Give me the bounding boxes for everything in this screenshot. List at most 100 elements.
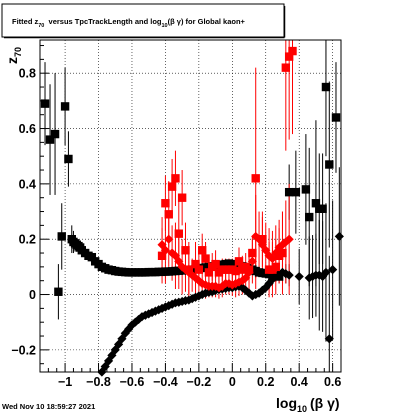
- data-point-square: [167, 182, 177, 191]
- data-point-diamond: [200, 280, 211, 290]
- y-tick-label: 0.2: [19, 233, 36, 247]
- data-point-square: [231, 266, 240, 276]
- data-point-diamond: [257, 240, 268, 250]
- data-point-diamond: [157, 303, 167, 313]
- data-point-diamond: [244, 267, 254, 277]
- data-point-square: [305, 212, 314, 222]
- data-point-diamond: [150, 306, 160, 316]
- data-point-square: [284, 52, 294, 61]
- data-point-square: [321, 82, 331, 92]
- data-point-diamond: [237, 276, 247, 286]
- data-point-diamond: [144, 309, 154, 319]
- x-tick-label: 0.4: [290, 375, 307, 389]
- data-point-square: [177, 193, 187, 202]
- y-tick-label: −0.2: [11, 343, 36, 357]
- data-point-diamond: [180, 265, 191, 275]
- x-axis-title: log10 (β γ): [276, 395, 340, 414]
- y-tick-label: 0.6: [19, 122, 36, 136]
- y-tick-labels: −0.2 0 0.2 0.4 0.6 0.8: [11, 67, 36, 358]
- data-point-diamond: [257, 285, 268, 295]
- data-point-square: [248, 248, 257, 258]
- data-point-diamond: [244, 288, 254, 298]
- x-tick-label: −0.8: [86, 375, 111, 389]
- x-tick-label: −1: [58, 375, 72, 389]
- data-point-diamond: [103, 356, 114, 366]
- data-point-diamond: [264, 251, 274, 261]
- data-point-diamond: [227, 280, 237, 290]
- data-point-diamond: [294, 271, 304, 282]
- data-point-square: [284, 187, 294, 197]
- data-point-square: [211, 259, 220, 269]
- data-point-square: [164, 210, 173, 219]
- x-tick-labels: −1 −0.8 −0.6 −0.4 −0.2 0 0.2 0.4 0.6: [58, 375, 341, 389]
- data-point-square: [60, 102, 70, 111]
- data-point-diamond: [113, 339, 124, 349]
- y-tick-label: 0.4: [19, 177, 36, 191]
- data-point-diamond: [184, 295, 194, 305]
- data-point-diamond: [237, 283, 247, 293]
- data-point-diamond: [234, 277, 244, 287]
- tick-layer: [40, 45, 342, 372]
- data-point-diamond: [164, 301, 174, 311]
- x-tick-label: −0.4: [153, 375, 178, 389]
- chart-title: Fitted z70 versus TpcTrackLength and log…: [12, 17, 246, 29]
- data-point-square: [234, 257, 244, 266]
- data-point-square: [271, 262, 280, 272]
- data-point-diamond: [267, 253, 278, 264]
- marker-layer: [40, 46, 344, 377]
- y-tick-label: 0: [29, 288, 36, 302]
- data-point-square: [171, 174, 180, 183]
- data-point-diamond: [187, 270, 197, 280]
- data-point-diamond: [130, 317, 140, 327]
- data-point-diamond: [184, 267, 194, 277]
- data-point-diamond: [170, 251, 181, 261]
- data-point-diamond: [321, 267, 331, 277]
- data-point-square: [194, 265, 204, 274]
- data-point-square: [301, 185, 311, 194]
- data-point-square: [201, 254, 210, 263]
- data-point-diamond: [117, 334, 127, 344]
- data-point-diamond: [164, 234, 174, 244]
- title-box: [1, 3, 285, 38]
- data-point-square: [288, 46, 297, 56]
- data-point-square: [174, 229, 183, 238]
- data-point-diamond: [254, 288, 264, 298]
- data-point-diamond: [241, 285, 251, 295]
- data-point-square: [198, 246, 207, 255]
- data-point-square: [181, 246, 190, 255]
- data-point-square: [331, 113, 341, 122]
- data-point-diamond: [334, 231, 344, 242]
- data-point-diamond: [267, 274, 278, 284]
- data-point-square: [157, 251, 167, 260]
- data-point-diamond: [110, 345, 120, 355]
- data-point-square: [50, 129, 60, 139]
- x-tick-label: −0.2: [187, 375, 212, 389]
- data-point-square: [64, 154, 73, 164]
- data-point-square: [325, 160, 334, 169]
- data-point-diamond: [177, 262, 187, 272]
- data-point-square: [281, 63, 291, 72]
- data-point-square: [278, 248, 287, 258]
- data-point-diamond: [107, 350, 117, 360]
- data-point-diamond: [318, 271, 328, 282]
- data-point-diamond: [324, 334, 334, 344]
- x-tick-label: 0: [229, 375, 236, 389]
- data-point-square: [191, 259, 200, 269]
- grid-layer: [40, 40, 341, 372]
- data-point-square: [54, 287, 63, 296]
- y-tick-label: 0.8: [19, 67, 36, 81]
- data-point-square: [311, 199, 321, 208]
- x-tick-label: 0.6: [324, 375, 341, 389]
- data-point-diamond: [160, 245, 171, 255]
- data-point-diamond: [274, 242, 284, 253]
- data-point-diamond: [124, 324, 134, 334]
- data-point-square: [45, 135, 55, 144]
- data-point-square: [204, 268, 214, 277]
- data-point-square: [161, 199, 170, 208]
- data-point-square: [318, 204, 327, 213]
- data-point-diamond: [214, 283, 224, 293]
- x-tick-label: 0.2: [257, 375, 274, 389]
